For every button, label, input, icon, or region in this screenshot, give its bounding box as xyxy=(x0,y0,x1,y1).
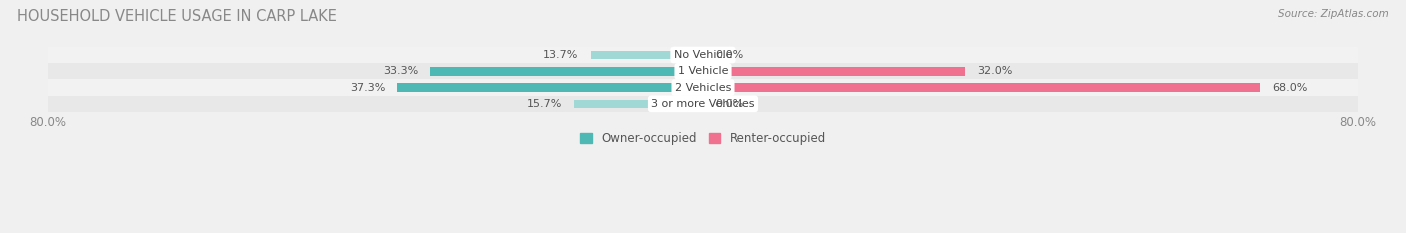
Bar xyxy=(591,51,703,59)
Text: 33.3%: 33.3% xyxy=(382,66,418,76)
Text: HOUSEHOLD VEHICLE USAGE IN CARP LAKE: HOUSEHOLD VEHICLE USAGE IN CARP LAKE xyxy=(17,9,337,24)
Bar xyxy=(430,67,703,75)
Text: 3 or more Vehicles: 3 or more Vehicles xyxy=(651,99,755,109)
Bar xyxy=(48,79,1358,96)
Bar xyxy=(575,99,703,108)
Text: 0.0%: 0.0% xyxy=(716,99,744,109)
Bar xyxy=(703,67,965,75)
Bar xyxy=(703,83,1260,92)
Text: No Vehicle: No Vehicle xyxy=(673,50,733,60)
Text: 37.3%: 37.3% xyxy=(350,82,385,93)
Text: 68.0%: 68.0% xyxy=(1272,82,1308,93)
Bar xyxy=(48,63,1358,79)
Bar xyxy=(48,47,1358,63)
Bar xyxy=(48,96,1358,112)
Bar xyxy=(398,83,703,92)
Text: 0.0%: 0.0% xyxy=(716,50,744,60)
Text: 1 Vehicle: 1 Vehicle xyxy=(678,66,728,76)
Text: 13.7%: 13.7% xyxy=(543,50,578,60)
Text: Source: ZipAtlas.com: Source: ZipAtlas.com xyxy=(1278,9,1389,19)
Text: 32.0%: 32.0% xyxy=(977,66,1012,76)
Text: 15.7%: 15.7% xyxy=(527,99,562,109)
Legend: Owner-occupied, Renter-occupied: Owner-occupied, Renter-occupied xyxy=(579,132,827,145)
Text: 2 Vehicles: 2 Vehicles xyxy=(675,82,731,93)
